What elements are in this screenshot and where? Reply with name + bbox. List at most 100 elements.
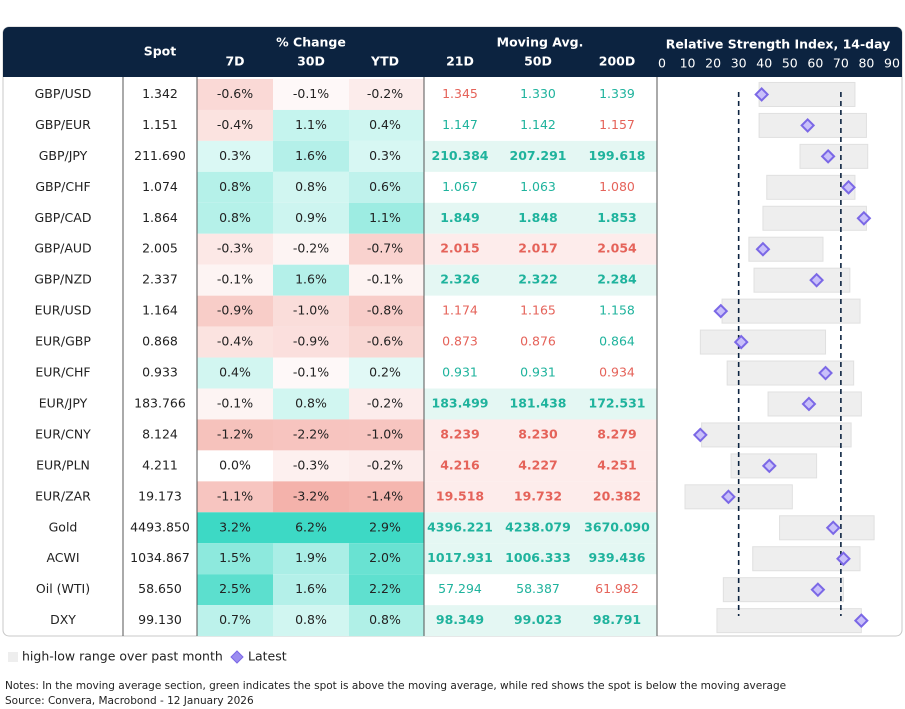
- source: Source: Convera, Macrobond - 12 January …: [5, 695, 254, 707]
- ma-value: 99.023: [514, 612, 562, 627]
- pair: EUR/PLN: [36, 457, 90, 472]
- change-value: -0.4%: [217, 117, 253, 132]
- change-cell: [349, 388, 424, 420]
- rsi-latest: [754, 87, 770, 102]
- change-cell: [273, 357, 349, 389]
- rsi-latest: [800, 118, 816, 133]
- pair: GBP/CHF: [35, 179, 90, 194]
- ma-value: 61.982: [595, 581, 639, 596]
- rsi-range: [726, 360, 855, 386]
- change-value: -0.9%: [293, 334, 329, 349]
- ma-value: 1006.333: [505, 550, 571, 565]
- ma-row-bg: [424, 605, 657, 637]
- change-cell: [197, 574, 273, 606]
- ma-value: 3670.090: [584, 519, 650, 534]
- change-cell: [273, 109, 349, 141]
- spot: 19.173: [138, 488, 182, 503]
- change-cell: [197, 264, 273, 296]
- change-value: -1.4%: [367, 488, 403, 503]
- change-cell: [273, 419, 349, 451]
- pair: GBP/JPY: [39, 148, 88, 163]
- change-value: 0.0%: [219, 457, 251, 472]
- change-cell: [197, 450, 273, 482]
- change-value: 0.4%: [219, 365, 251, 380]
- change-cell: [273, 543, 349, 575]
- ma-value: 1.067: [442, 179, 478, 194]
- rsi-tick-label: 20: [705, 56, 721, 71]
- change-cell: [197, 543, 273, 575]
- change-value: 0.3%: [369, 148, 401, 163]
- ma-value: 98.791: [593, 612, 641, 627]
- rsi-range: [753, 267, 851, 293]
- change-cell: [349, 171, 424, 203]
- ma-value: 2.322: [518, 272, 558, 287]
- change-cell: [197, 388, 273, 420]
- rsi-latest: [713, 303, 729, 319]
- ma-row-bg: [424, 481, 657, 513]
- change-cell: [273, 481, 349, 513]
- rsi-latest: [820, 148, 836, 164]
- ma-row-bg: [424, 450, 657, 482]
- column-header: 200D: [599, 54, 635, 69]
- ma-value: 57.294: [438, 581, 482, 596]
- ma-value: 0.934: [599, 365, 635, 380]
- change-value: 0.8%: [369, 612, 401, 627]
- change-cell: [349, 202, 424, 234]
- rsi-range: [779, 515, 875, 541]
- change-cell: [349, 140, 424, 172]
- change-value: 0.8%: [295, 395, 327, 410]
- change-cell: [349, 605, 424, 637]
- change-cell: [349, 233, 424, 265]
- ma-value: 0.864: [599, 334, 635, 349]
- change-cell: [197, 171, 273, 203]
- rsi-range: [721, 298, 861, 324]
- change-cell: [197, 419, 273, 451]
- spot: 2.337: [142, 272, 178, 287]
- rsi-range: [758, 81, 856, 107]
- pair: GBP/AUD: [34, 241, 91, 256]
- change-value: 2.0%: [369, 550, 401, 565]
- change-cell: [197, 326, 273, 358]
- pair: GBP/NZD: [34, 272, 92, 287]
- change-value: -2.2%: [293, 426, 329, 441]
- change-value: -0.6%: [367, 334, 403, 349]
- ma-value: 1.147: [442, 117, 478, 132]
- change-cell: [273, 450, 349, 482]
- change-cell: [273, 171, 349, 203]
- ma-value: 1.853: [597, 210, 637, 225]
- pair: EUR/GBP: [35, 334, 91, 349]
- change-value: 2.9%: [369, 519, 401, 534]
- change-value: -0.8%: [367, 303, 403, 318]
- rsi-range: [699, 329, 827, 355]
- ma-value: 0.931: [520, 365, 556, 380]
- rsi-tick-label: 40: [756, 56, 772, 71]
- rsi-latest: [818, 365, 833, 381]
- change-value: -0.7%: [367, 241, 403, 256]
- legend-range-swatch: [8, 652, 18, 662]
- change-cell: [197, 357, 273, 389]
- column-header: 7D: [225, 54, 244, 69]
- change-cell: [197, 140, 273, 172]
- ma-value: 0.931: [442, 365, 478, 380]
- ma-value: 4238.079: [505, 519, 571, 534]
- change-value: -0.4%: [217, 334, 253, 349]
- ma-value: 210.384: [432, 148, 489, 163]
- spot-header: Spot: [144, 44, 177, 59]
- change-cell: [349, 79, 424, 110]
- ma-value: 1017.931: [427, 550, 493, 565]
- change-value: 0.2%: [369, 365, 401, 380]
- rsi-range: [722, 577, 844, 603]
- rsi-latest: [721, 489, 736, 505]
- change-cell: [273, 79, 349, 110]
- change-value: -1.1%: [217, 488, 253, 503]
- change-value: 6.2%: [295, 519, 327, 534]
- rsi-latest: [836, 551, 851, 567]
- spot: 4.211: [142, 457, 178, 472]
- spot: 0.868: [142, 334, 178, 349]
- ma-value: 19.518: [436, 488, 484, 503]
- change-cell: [273, 264, 349, 296]
- change-value: 0.3%: [219, 148, 251, 163]
- change-value: -0.2%: [367, 395, 403, 410]
- change-cell: [273, 202, 349, 234]
